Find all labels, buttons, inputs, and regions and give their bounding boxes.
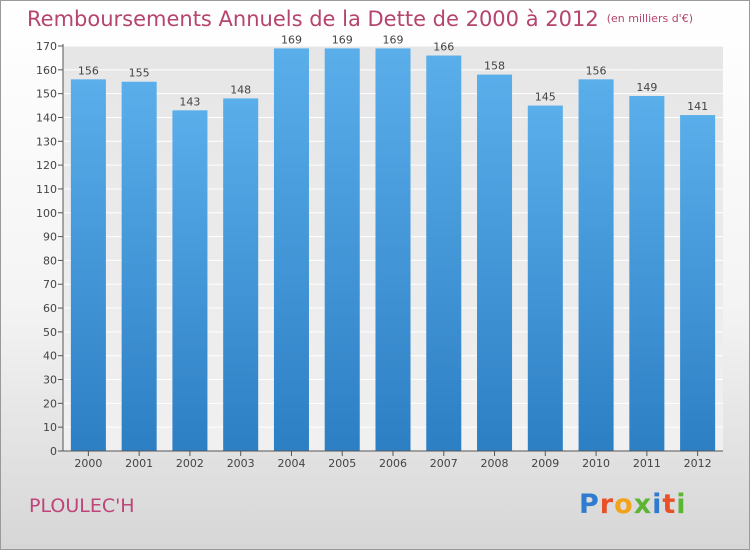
y-tick-label: 40 [43,350,57,363]
bar[interactable] [172,110,208,451]
y-tick-label: 20 [43,397,57,410]
x-tick-label: 2000 [74,457,102,470]
y-tick-label: 0 [50,445,57,458]
x-tick-label: 2002 [176,457,204,470]
y-tick-label: 30 [43,374,57,387]
x-tick-label: 2010 [582,457,610,470]
y-axis: 0 10 20 30 40 50 60 70 80 90 100 110 120 130 140 150 160… [36,40,64,458]
brand-letter: i [676,489,687,520]
bar-value-label: 169 [383,33,404,46]
data-labels: 156 155 143 148 169 169 169 166 158 145 156 149 141 [78,33,708,113]
x-tick-label: 2005 [328,457,356,470]
x-tick-label: 2008 [481,457,509,470]
y-tick-label: 10 [43,421,57,434]
x-tick-label: 2001 [125,457,153,470]
y-tick-label: 150 [36,88,57,101]
chart-unit: (en milliers d'€) [606,12,693,25]
bar-value-label: 169 [332,33,353,46]
x-tick-label: 2006 [379,457,407,470]
y-tick-label: 100 [36,207,57,220]
x-tick-label: 2009 [531,457,559,470]
bar[interactable] [324,48,360,451]
x-tick-label: 2004 [277,457,305,470]
y-tick-label: 130 [36,135,57,148]
y-tick-label: 140 [36,111,57,124]
bar[interactable] [223,98,259,451]
proxiti-logo[interactable]: Proxiti [579,489,687,520]
bar[interactable] [527,105,563,451]
bar-value-label: 156 [586,64,607,77]
brand-letter: r [599,489,615,520]
bars [70,48,716,452]
bar[interactable] [273,48,309,451]
x-tick-label: 2011 [633,457,661,470]
y-tick-label: 170 [36,40,57,53]
y-tick-label: 60 [43,302,57,315]
x-tick-label: 2003 [227,457,255,470]
bar-value-label: 158 [484,60,505,73]
bar[interactable] [426,55,462,451]
brand-letter: x [633,489,653,520]
brand-letter: o [614,489,634,520]
x-tick-label: 2007 [430,457,458,470]
bar-value-label: 145 [535,91,556,104]
bar-value-label: 148 [230,83,251,96]
chart-title: Remboursements Annuels de la Dette de 20… [27,7,693,31]
bar[interactable] [375,48,411,451]
bar-value-label: 141 [687,100,708,113]
x-tick-label: 2012 [684,457,712,470]
bar[interactable] [121,81,157,451]
bar-value-label: 155 [129,67,150,80]
y-tick-label: 160 [36,64,57,77]
bar-value-label: 143 [179,95,200,108]
x-axis: 2000 2001 2002 2003 2004 2005 2006 2007 2008 2009… [63,450,723,470]
chart-title-text: Remboursements Annuels de la Dette de 20… [27,7,599,31]
bar[interactable] [578,79,614,452]
y-tick-label: 110 [36,183,57,196]
brand-letter: i [652,489,663,520]
bar-value-label: 166 [433,41,454,54]
bar-value-label: 149 [636,81,657,94]
brand-letter: P [579,489,600,520]
bar[interactable] [680,115,716,452]
y-tick-label: 80 [43,254,57,267]
bar-value-label: 169 [281,33,302,46]
bar[interactable] [70,79,106,452]
y-tick-label: 70 [43,278,57,291]
bar-value-label: 156 [78,64,99,77]
bar[interactable] [477,74,513,452]
y-tick-label: 50 [43,326,57,339]
brand-letter: t [662,489,677,520]
y-tick-label: 90 [43,231,57,244]
city-name: PLOULEC'H [29,495,135,517]
bar[interactable] [629,96,665,451]
y-tick-label: 120 [36,159,57,172]
